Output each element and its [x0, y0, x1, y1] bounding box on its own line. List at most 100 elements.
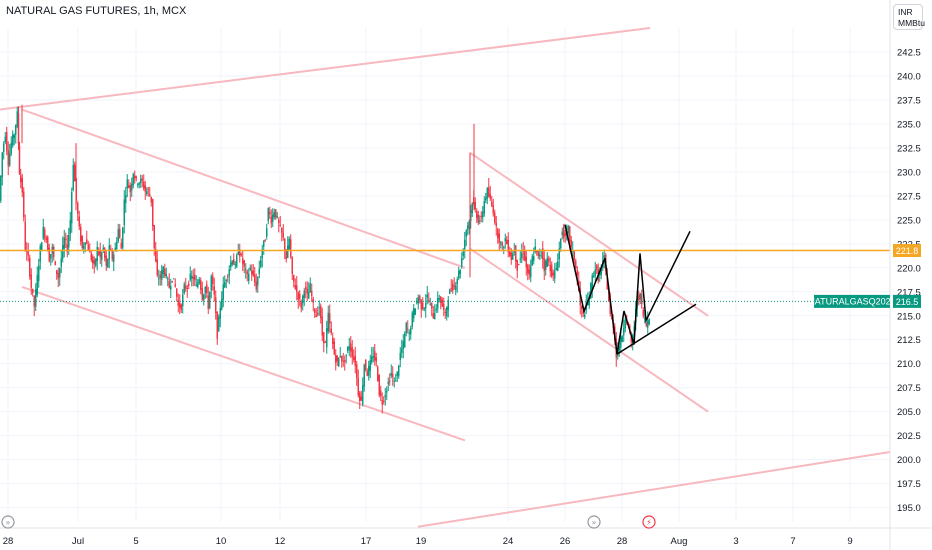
- candle-body: [590, 283, 592, 299]
- candle-body: [506, 239, 508, 245]
- candle-body: [147, 188, 149, 190]
- candle-body: [492, 205, 494, 214]
- candle-body: [413, 308, 415, 319]
- candle-body: [347, 347, 349, 351]
- candle-body: [371, 356, 373, 363]
- candle-body: [273, 212, 275, 218]
- candle-body: [564, 232, 566, 236]
- candle-body: [150, 196, 152, 203]
- candle-body: [105, 255, 107, 266]
- candle-body: [152, 198, 154, 227]
- candle-body: [345, 354, 347, 356]
- candle-body: [414, 308, 416, 315]
- x-tick-label: 9: [847, 536, 852, 547]
- candle-body: [0, 176, 2, 201]
- candle-body: [476, 210, 478, 218]
- candle-body: [204, 286, 206, 294]
- candle-body: [554, 270, 556, 279]
- candle-body: [39, 245, 41, 262]
- candle-body: [165, 273, 167, 277]
- candle-body: [531, 256, 533, 266]
- candle-body: [395, 380, 397, 382]
- currency-selector[interactable]: INR MMBtu: [893, 4, 925, 30]
- candle-body: [381, 400, 383, 405]
- candle-body: [200, 280, 202, 290]
- candle-body: [215, 297, 217, 313]
- candle-body: [122, 227, 124, 248]
- candle-body: [375, 357, 377, 362]
- candle-body: [242, 258, 244, 264]
- candle-body: [618, 346, 620, 351]
- dividend-icon-ring: [1, 515, 15, 529]
- candle-body: [135, 176, 137, 179]
- candle-body: [426, 294, 428, 298]
- candle-body: [399, 352, 401, 361]
- dividend-icon-glyph: »: [6, 518, 11, 527]
- y-tick-label: 207.5: [897, 383, 921, 394]
- candle-body: [159, 274, 161, 279]
- candle-body: [503, 246, 505, 248]
- candle-body: [83, 245, 85, 249]
- candle-body: [56, 270, 58, 275]
- candle-body: [261, 249, 263, 259]
- candle-body: [641, 294, 643, 305]
- candle-body: [441, 299, 443, 307]
- candle-body: [366, 371, 368, 376]
- x-tick-label: 17: [361, 536, 372, 547]
- candle-body: [327, 312, 329, 332]
- candle-body: [380, 390, 382, 397]
- candle-body: [57, 273, 59, 279]
- candle-body: [518, 264, 520, 266]
- candle-body: [258, 268, 260, 275]
- candle-body: [357, 378, 359, 396]
- y-tick-label: 240.0: [897, 71, 921, 82]
- y-tick-label: 215.0: [897, 311, 921, 322]
- candle-body: [168, 281, 170, 288]
- candle-body: [545, 260, 547, 270]
- candle-body: [207, 295, 209, 309]
- candle-body: [143, 181, 145, 189]
- lightning-icon[interactable]: ⚡: [642, 515, 656, 529]
- candle-body: [407, 328, 409, 330]
- candle-body: [119, 228, 121, 238]
- candle-body: [198, 279, 200, 284]
- candle-body: [63, 237, 65, 249]
- candle-body: [569, 226, 571, 241]
- candle-body: [477, 214, 479, 223]
- candle-body: [354, 355, 356, 367]
- candle-body: [27, 250, 29, 256]
- candle-body: [522, 250, 524, 252]
- dividend-icon[interactable]: »: [1, 515, 15, 529]
- candle-body: [113, 254, 115, 262]
- candle-body: [53, 246, 55, 258]
- candle-body: [203, 294, 205, 300]
- candle-body: [620, 336, 622, 348]
- candle-body: [372, 356, 374, 358]
- candle-body: [536, 251, 538, 253]
- candle-body: [591, 275, 593, 290]
- candle-body: [225, 280, 227, 282]
- candle-body: [252, 270, 254, 276]
- candle-body: [606, 276, 608, 290]
- candle-body: [228, 269, 230, 276]
- dividend-icon[interactable]: »: [587, 515, 601, 529]
- candle-body: [317, 312, 319, 315]
- candle-body: [423, 308, 425, 310]
- candle-body: [644, 318, 646, 320]
- candle-body: [107, 259, 109, 267]
- candle-body: [66, 244, 68, 252]
- candle-body: [293, 274, 295, 282]
- candle-body: [339, 356, 341, 358]
- candle-body: [551, 264, 553, 277]
- candle-body: [368, 365, 370, 376]
- candle-body: [410, 328, 412, 335]
- candle-body: [123, 199, 125, 226]
- candle-body: [201, 288, 203, 300]
- candle-body: [42, 226, 44, 239]
- candle-body: [267, 208, 269, 222]
- candle-body: [311, 290, 313, 296]
- candle-body: [74, 164, 76, 182]
- candle-body: [156, 259, 158, 276]
- candle-body: [642, 309, 644, 316]
